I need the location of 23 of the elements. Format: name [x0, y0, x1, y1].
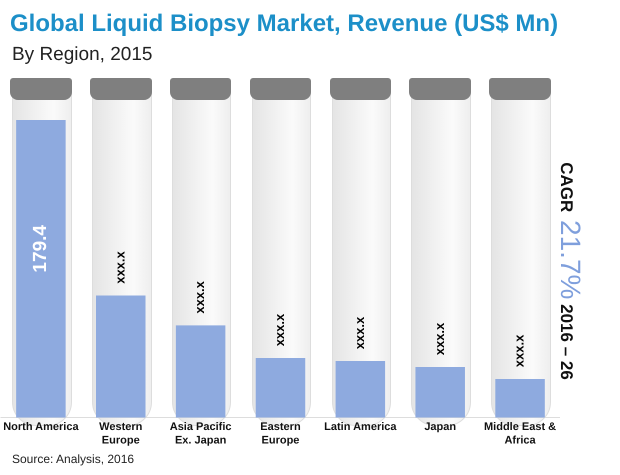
bar [495, 378, 545, 418]
x-tick-label: Western Europe [99, 421, 143, 446]
data-label: xxx.x [112, 250, 128, 284]
bar [176, 325, 226, 418]
chart-title: Global Liquid Biopsy Market, Revenue (US$ Mn) [10, 10, 558, 38]
data-label: xxx.x [272, 313, 288, 346]
bar [256, 358, 306, 418]
x-tick-label: Asia Pacific Ex. Japan [170, 421, 232, 446]
x-tick-label: North America [3, 421, 80, 434]
data-label: xxx.x [352, 316, 367, 350]
data-label: xxx.x [512, 334, 527, 368]
bar [415, 367, 465, 418]
x-tick-label: Eastern Europe [260, 421, 301, 446]
data-label: xxx.x [192, 280, 208, 314]
source-note: Source: Analysis, 2016 [12, 452, 134, 466]
x-tick-label: Latin America [324, 421, 398, 434]
x-tick-label: Middle East & Africa [484, 421, 556, 446]
data-label: xxx.x [432, 322, 447, 356]
chart-subtitle: By Region, 2015 [12, 44, 152, 66]
data-label: 179.4 [30, 224, 52, 273]
annotation: CAGR 21.7% 2016 – 26 [555, 162, 586, 380]
bar [336, 361, 386, 418]
x-tick-label: Japan [424, 421, 456, 434]
